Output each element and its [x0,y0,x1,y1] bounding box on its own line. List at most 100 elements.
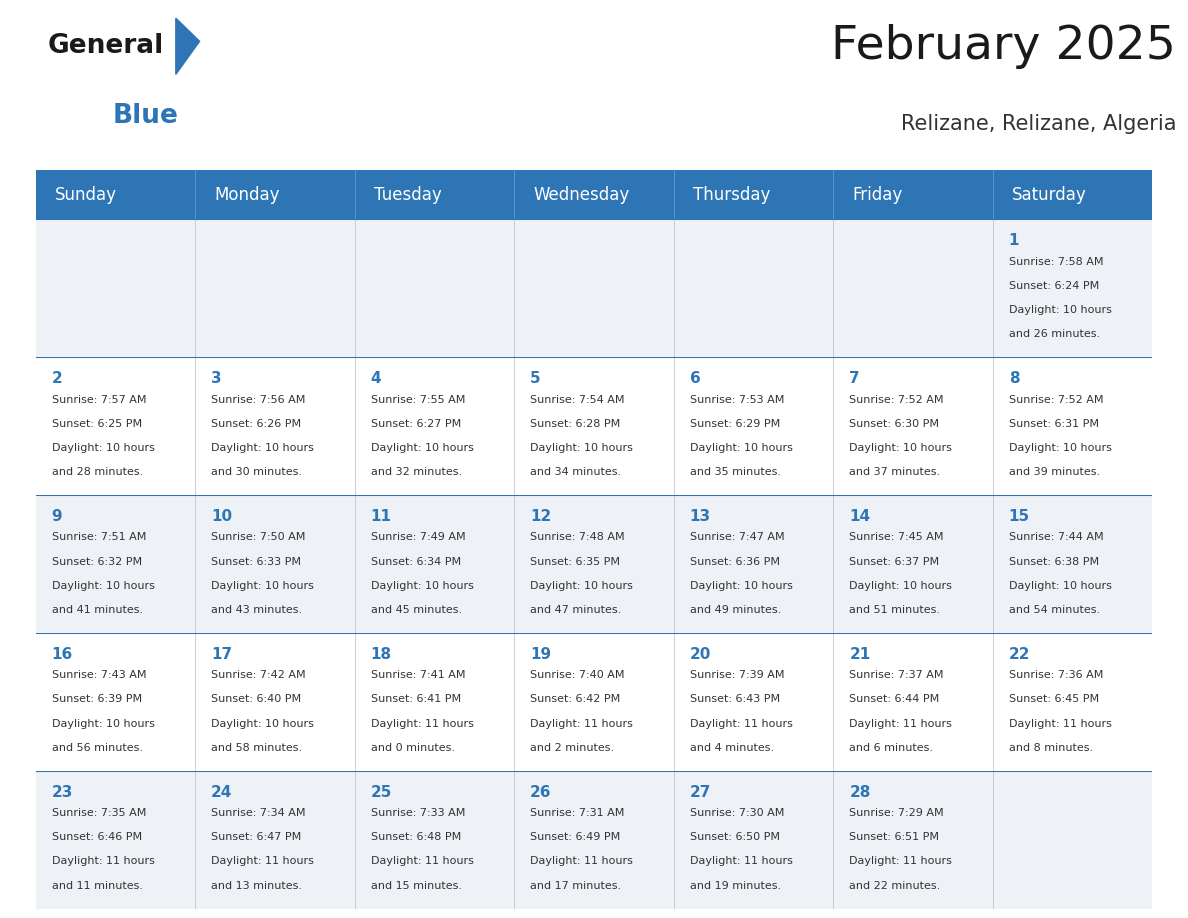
Text: 15: 15 [1009,509,1030,524]
Text: Sunset: 6:49 PM: Sunset: 6:49 PM [530,833,620,843]
Text: and 45 minutes.: and 45 minutes. [371,605,462,615]
Text: 2: 2 [51,371,62,386]
Text: Daylight: 10 hours: Daylight: 10 hours [371,581,474,590]
Text: Daylight: 10 hours: Daylight: 10 hours [51,442,154,453]
Text: Daylight: 10 hours: Daylight: 10 hours [1009,305,1112,315]
Text: Sunrise: 7:43 AM: Sunrise: 7:43 AM [51,670,146,680]
Text: Daylight: 11 hours: Daylight: 11 hours [849,719,952,729]
Text: Sunset: 6:28 PM: Sunset: 6:28 PM [530,419,620,429]
Text: Sunset: 6:29 PM: Sunset: 6:29 PM [690,419,781,429]
Text: Daylight: 10 hours: Daylight: 10 hours [211,719,314,729]
Text: Daylight: 10 hours: Daylight: 10 hours [849,442,952,453]
Text: Daylight: 11 hours: Daylight: 11 hours [51,856,154,867]
Text: Daylight: 10 hours: Daylight: 10 hours [530,581,633,590]
Text: and 17 minutes.: and 17 minutes. [530,880,621,890]
Text: 27: 27 [690,785,712,800]
Text: and 28 minutes.: and 28 minutes. [51,467,143,477]
Text: and 47 minutes.: and 47 minutes. [530,605,621,615]
Text: 1: 1 [1009,233,1019,248]
Text: Sunrise: 7:35 AM: Sunrise: 7:35 AM [51,808,146,818]
Text: Sunrise: 7:52 AM: Sunrise: 7:52 AM [849,395,943,405]
Text: Daylight: 10 hours: Daylight: 10 hours [530,442,633,453]
Text: Sunrise: 7:44 AM: Sunrise: 7:44 AM [1009,532,1104,543]
Text: Daylight: 10 hours: Daylight: 10 hours [849,581,952,590]
Text: Daylight: 10 hours: Daylight: 10 hours [1009,442,1112,453]
Text: Daylight: 11 hours: Daylight: 11 hours [211,856,314,867]
Text: 5: 5 [530,371,541,386]
Text: Sunrise: 7:40 AM: Sunrise: 7:40 AM [530,670,625,680]
Text: and 49 minutes.: and 49 minutes. [690,605,781,615]
Text: Daylight: 10 hours: Daylight: 10 hours [211,442,314,453]
Text: 11: 11 [371,509,392,524]
Text: Sunrise: 7:39 AM: Sunrise: 7:39 AM [690,670,784,680]
Text: 14: 14 [849,509,871,524]
Text: Daylight: 11 hours: Daylight: 11 hours [530,856,633,867]
Text: Sunset: 6:33 PM: Sunset: 6:33 PM [211,556,301,566]
Text: Daylight: 10 hours: Daylight: 10 hours [51,719,154,729]
Text: Tuesday: Tuesday [374,185,442,204]
Text: 16: 16 [51,647,72,662]
Text: and 6 minutes.: and 6 minutes. [849,743,934,753]
Text: Sunrise: 7:57 AM: Sunrise: 7:57 AM [51,395,146,405]
Text: and 26 minutes.: and 26 minutes. [1009,329,1100,339]
Text: Sunset: 6:44 PM: Sunset: 6:44 PM [849,694,940,704]
Text: Sunrise: 7:48 AM: Sunrise: 7:48 AM [530,532,625,543]
Text: February 2025: February 2025 [832,24,1176,69]
Text: Sunset: 6:43 PM: Sunset: 6:43 PM [690,694,779,704]
Text: 17: 17 [211,647,232,662]
Text: Daylight: 10 hours: Daylight: 10 hours [690,442,792,453]
Text: Sunset: 6:35 PM: Sunset: 6:35 PM [530,556,620,566]
Text: Sunset: 6:26 PM: Sunset: 6:26 PM [211,419,302,429]
Text: Sunset: 6:38 PM: Sunset: 6:38 PM [1009,556,1099,566]
Text: Saturday: Saturday [1012,185,1087,204]
Text: Sunset: 6:42 PM: Sunset: 6:42 PM [530,694,620,704]
Text: and 54 minutes.: and 54 minutes. [1009,605,1100,615]
Text: 24: 24 [211,785,233,800]
Text: and 34 minutes.: and 34 minutes. [530,467,621,477]
Text: and 22 minutes.: and 22 minutes. [849,880,941,890]
Text: Sunrise: 7:56 AM: Sunrise: 7:56 AM [211,395,305,405]
Text: Sunset: 6:34 PM: Sunset: 6:34 PM [371,556,461,566]
Text: and 37 minutes.: and 37 minutes. [849,467,941,477]
Text: Sunrise: 7:52 AM: Sunrise: 7:52 AM [1009,395,1104,405]
Text: 7: 7 [849,371,860,386]
Text: Sunrise: 7:54 AM: Sunrise: 7:54 AM [530,395,625,405]
Text: 23: 23 [51,785,72,800]
Text: Sunrise: 7:29 AM: Sunrise: 7:29 AM [849,808,944,818]
Text: 8: 8 [1009,371,1019,386]
Text: and 13 minutes.: and 13 minutes. [211,880,302,890]
Text: Sunrise: 7:53 AM: Sunrise: 7:53 AM [690,395,784,405]
Text: Sunset: 6:51 PM: Sunset: 6:51 PM [849,833,940,843]
Text: Sunset: 6:40 PM: Sunset: 6:40 PM [211,694,302,704]
Text: Daylight: 10 hours: Daylight: 10 hours [211,581,314,590]
Text: 26: 26 [530,785,551,800]
Text: Daylight: 10 hours: Daylight: 10 hours [690,581,792,590]
Text: Sunrise: 7:30 AM: Sunrise: 7:30 AM [690,808,784,818]
Text: 28: 28 [849,785,871,800]
Text: 10: 10 [211,509,232,524]
Text: Sunset: 6:46 PM: Sunset: 6:46 PM [51,833,141,843]
Text: Sunset: 6:47 PM: Sunset: 6:47 PM [211,833,302,843]
Text: Sunset: 6:32 PM: Sunset: 6:32 PM [51,556,141,566]
Text: Daylight: 10 hours: Daylight: 10 hours [1009,581,1112,590]
Text: 22: 22 [1009,647,1030,662]
Text: Sunset: 6:45 PM: Sunset: 6:45 PM [1009,694,1099,704]
Text: Daylight: 11 hours: Daylight: 11 hours [849,856,952,867]
Text: Sunrise: 7:58 AM: Sunrise: 7:58 AM [1009,257,1104,266]
Text: Sunrise: 7:36 AM: Sunrise: 7:36 AM [1009,670,1104,680]
Text: Daylight: 11 hours: Daylight: 11 hours [530,719,633,729]
Text: and 32 minutes.: and 32 minutes. [371,467,462,477]
Text: Daylight: 11 hours: Daylight: 11 hours [690,856,792,867]
Text: and 0 minutes.: and 0 minutes. [371,743,455,753]
Text: and 41 minutes.: and 41 minutes. [51,605,143,615]
Text: and 30 minutes.: and 30 minutes. [211,467,302,477]
Text: Wednesday: Wednesday [533,185,630,204]
Text: 3: 3 [211,371,222,386]
Text: Sunset: 6:39 PM: Sunset: 6:39 PM [51,694,141,704]
Text: Sunrise: 7:47 AM: Sunrise: 7:47 AM [690,532,784,543]
Text: Sunrise: 7:49 AM: Sunrise: 7:49 AM [371,532,466,543]
Text: 19: 19 [530,647,551,662]
Text: Relizane, Relizane, Algeria: Relizane, Relizane, Algeria [901,114,1176,134]
Text: Sunrise: 7:34 AM: Sunrise: 7:34 AM [211,808,305,818]
Text: and 56 minutes.: and 56 minutes. [51,743,143,753]
